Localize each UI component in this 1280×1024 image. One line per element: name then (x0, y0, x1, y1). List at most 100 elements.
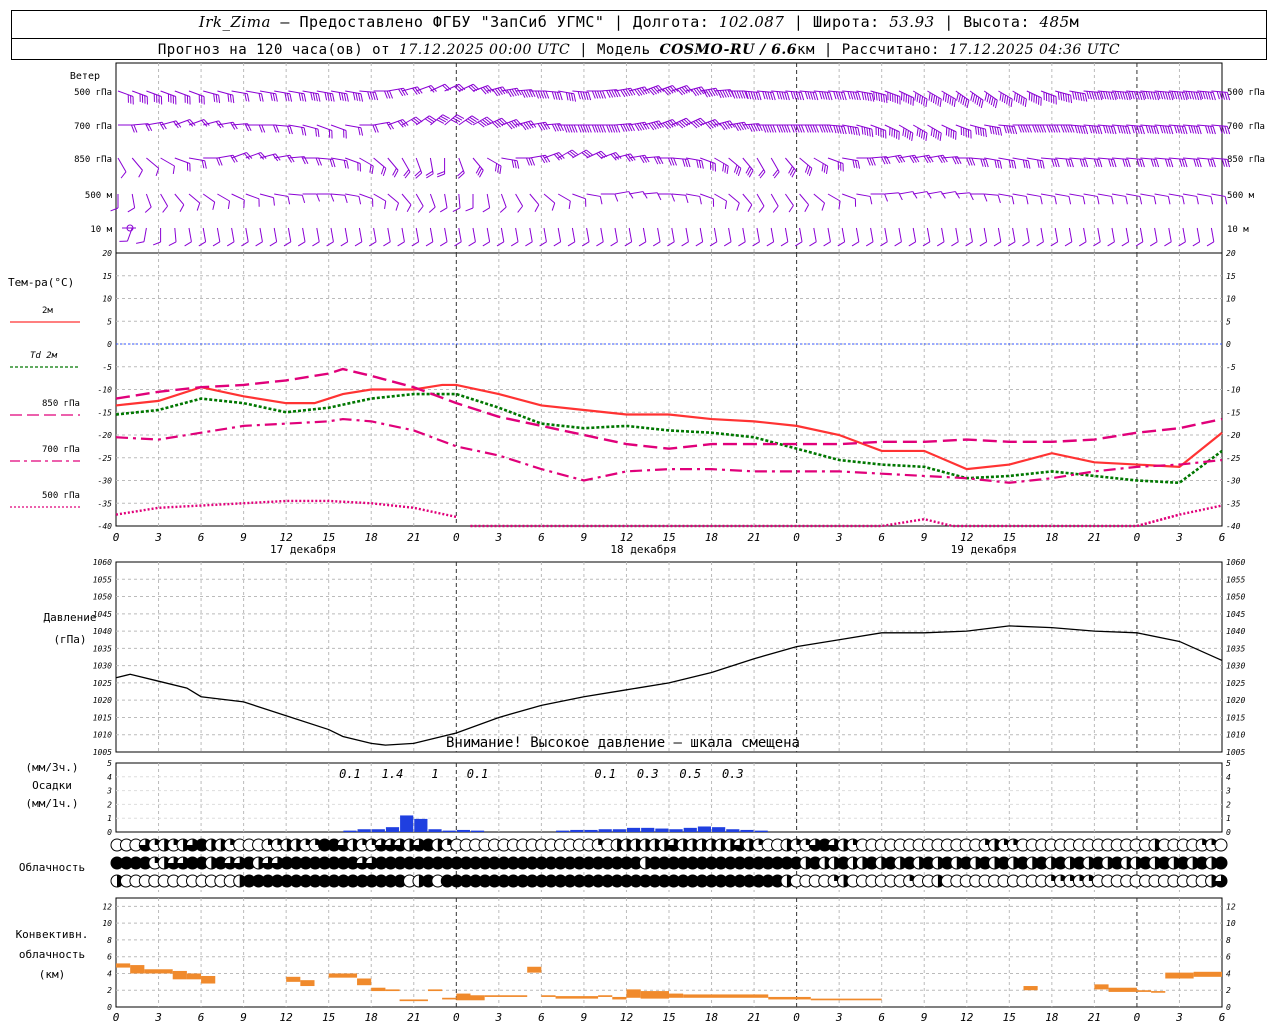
wind-barb-feather (261, 124, 266, 133)
wind-barb-feather (843, 126, 847, 135)
cloud-symbol (374, 838, 388, 852)
wind-barb-feather (189, 119, 196, 126)
cloud-fill (186, 839, 199, 852)
wind-barb-feather (1210, 159, 1214, 167)
wind-barb-feather (883, 94, 885, 103)
wind-barb-shaft (429, 157, 434, 174)
wind-barb-feather (482, 207, 490, 213)
wind-barb-feather (748, 91, 752, 100)
wind-barb-shaft (259, 153, 276, 159)
prec-ytick-right: 0 (1226, 828, 1231, 837)
wind-barb-feather (622, 89, 628, 97)
wind-barb-shaft (629, 191, 644, 195)
model-name: COSMO-RU / 6.6 (659, 42, 798, 58)
wind-barb-feather (499, 165, 502, 174)
wind-barb-feather (918, 129, 921, 138)
wind-barb-feather (866, 92, 870, 101)
wind-barb-feather (1105, 125, 1109, 134)
precip-bar (414, 818, 428, 832)
wind-barb-shaft (288, 193, 303, 196)
wind-barb-shaft (898, 154, 915, 159)
wind-barb-feather (468, 241, 476, 247)
wind-barb-feather (1088, 125, 1093, 134)
wind-barb-shaft (685, 193, 700, 197)
wind-barb-feather (653, 156, 659, 165)
wind-barb-feather (809, 91, 814, 100)
wind-barb-feather (260, 152, 267, 159)
wind-barb-feather (184, 241, 192, 247)
wind-barb-shaft (1168, 157, 1185, 160)
wind-barb-shaft (998, 193, 1013, 197)
wind-barb-feather (795, 124, 800, 133)
wind-barb-feather (662, 122, 669, 130)
wind-barb-feather (1134, 91, 1138, 100)
wind-barb-feather (1198, 159, 1202, 168)
wind-barb-shaft (827, 157, 844, 164)
temp-ytick-left: -25 (98, 454, 113, 463)
conv-bar (172, 970, 187, 980)
conv-bar (201, 975, 216, 984)
cloud-fill (412, 839, 425, 852)
wind-barb-feather (812, 92, 816, 100)
wind-barb-feather (880, 241, 888, 247)
wind-barb-feather (1219, 125, 1223, 134)
wind-barb-feather (951, 241, 959, 247)
wind-barb-feather (639, 87, 645, 95)
wind-barb-feather (496, 241, 505, 247)
wind-barb-shaft (984, 124, 1001, 129)
wind-barb-shaft (487, 86, 503, 92)
wind-barb-shaft (529, 121, 546, 126)
wind-barb-feather (568, 200, 571, 209)
wind-barb-feather (733, 123, 739, 132)
wind-barb-feather (655, 86, 662, 93)
wind-barb-feather (596, 241, 604, 247)
wind-barb-shaft (444, 227, 448, 242)
wind-barb-feather (690, 122, 698, 129)
wind-barb-feather (403, 87, 409, 96)
wind-barb-feather (791, 170, 797, 178)
wind-barb-feather (1054, 196, 1057, 205)
wind-barb-feather (545, 90, 550, 99)
pres-ytick-right: 1045 (1226, 610, 1245, 619)
wind-barb-feather (733, 90, 738, 99)
wind-barb-feather (303, 127, 307, 136)
conv-bar (300, 980, 315, 987)
wind-barb-feather (755, 123, 761, 132)
wind-barb-shaft (174, 157, 191, 164)
conv-bar (1094, 984, 1109, 990)
wind-barb-feather (880, 156, 886, 165)
cloud-fill (384, 839, 397, 852)
temp-ytick-left: -30 (98, 477, 113, 486)
wind-barb-shaft (387, 119, 404, 126)
wind-barb-feather (485, 86, 492, 93)
wind-barb-feather (614, 193, 619, 202)
conv-ytick-left: 4 (107, 969, 112, 978)
wind-barb-shaft (174, 119, 191, 126)
wind-barb-feather (824, 91, 828, 100)
wind-barb-feather (471, 115, 479, 121)
wind-barb-shaft (927, 90, 942, 100)
wind-barb-shaft (742, 90, 759, 93)
conv-xtick: 21 (1088, 1011, 1101, 1024)
wind-barb-feather (681, 86, 688, 94)
wind-barb-feather (665, 87, 672, 95)
wind-barb-feather (494, 163, 498, 172)
wind-barb-feather (696, 159, 699, 168)
temp-legend-label: 850 гПа (42, 399, 80, 409)
wind-barb-feather (644, 121, 650, 130)
wind-barb-shaft (770, 227, 775, 242)
temp-series-500 (115, 499, 457, 519)
wind-barb-feather (315, 93, 318, 102)
wind-barb-feather (1065, 93, 1068, 102)
wind-barb-feather (482, 119, 490, 125)
cloud-fill (337, 839, 350, 852)
wind-barb-feather (1056, 124, 1061, 133)
wind-level-left: 10 м (90, 225, 112, 235)
wind-barb-shaft (543, 123, 560, 126)
wind-barb-feather (1062, 93, 1065, 102)
prec-ytick-right: 1 (1226, 814, 1231, 823)
cloud-fill (828, 839, 841, 852)
wind-barb-shaft (1026, 193, 1041, 197)
wind-barb-feather (823, 241, 831, 247)
wind-barb-feather (545, 154, 551, 163)
